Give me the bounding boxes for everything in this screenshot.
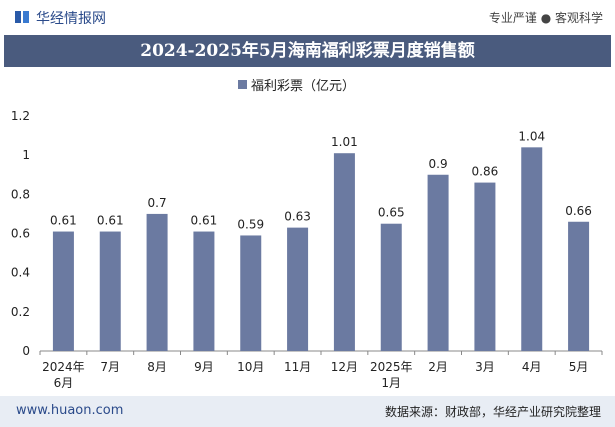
data-label: 0.61 [97,214,124,228]
x-tick-label: 3月 [475,360,495,374]
bar [240,235,262,351]
data-label: 1.01 [331,135,358,149]
chart-title: 2024-2025年5月海南福利彩票月度销售额 [140,41,475,61]
y-tick-label: 0.8 [11,187,30,201]
x-tick-label: 4月 [522,360,542,374]
legend-swatch [238,79,247,89]
bar [380,223,402,351]
bar [99,231,121,351]
y-tick-label: 0.2 [11,305,30,319]
x-tick-label: 2024年 6月 [42,360,85,390]
y-tick-label: 0.6 [11,227,30,241]
data-label: 0.59 [237,217,264,231]
bar [52,231,74,351]
footer: www.huaon.com 数据来源：财政部，华经产业研究院整理 [0,396,615,427]
x-tick-label: 2月 [428,360,448,374]
x-tick-label: 2025年 1月 [370,360,413,390]
footer-source: 数据来源：财政部，华经产业研究院整理 [384,405,601,419]
y-tick-label: 0.4 [11,266,30,280]
x-tick-label: 5月 [569,360,589,374]
data-label: 0.61 [191,214,218,228]
x-tick-label: 12月 [331,360,358,374]
x-tick-label: 10月 [237,360,264,374]
bar [521,147,543,351]
bar [193,231,215,351]
y-tick-label: 1 [22,148,30,162]
title-bar: 2024-2025年5月海南福利彩票月度销售额 [4,35,611,67]
x-tick-label: 9月 [194,360,214,374]
data-label: 0.9 [429,157,448,171]
data-label: 0.66 [565,204,592,218]
data-label: 0.7 [148,196,167,210]
y-tick-label: 0 [22,344,30,358]
huajing-logo-icon [15,11,29,23]
slogan: 专业严谨 ● 客观科学 [488,11,603,25]
data-label: 0.61 [50,214,77,228]
bar [427,174,449,351]
y-tick-label: 1.2 [11,109,30,123]
bar [287,227,309,351]
bar-chart: 0 0.2 0.4 0.6 0.8 1 1.2 0.61 2024年 6月 0.61 7月 0.7 8月 0… [11,109,603,390]
data-label: 0.63 [284,210,311,224]
bar [474,182,496,351]
legend-label: 福利彩票（亿元） [251,78,356,94]
x-tick-label: 11月 [284,360,311,374]
data-label: 1.04 [518,129,545,143]
legend: 福利彩票（亿元） [238,76,356,94]
bar [333,153,355,351]
bar [146,213,168,351]
x-tick-label: 8月 [147,360,167,374]
bar [568,221,590,351]
site-name: 华经情报网 [36,11,106,27]
header: 华经情报网 专业严谨 ● 客观科学 [0,0,615,34]
data-label: 0.86 [472,165,499,179]
data-label: 0.65 [378,206,405,220]
x-tick-label: 7月 [100,360,120,374]
footer-url[interactable]: www.huaon.com [16,403,124,418]
